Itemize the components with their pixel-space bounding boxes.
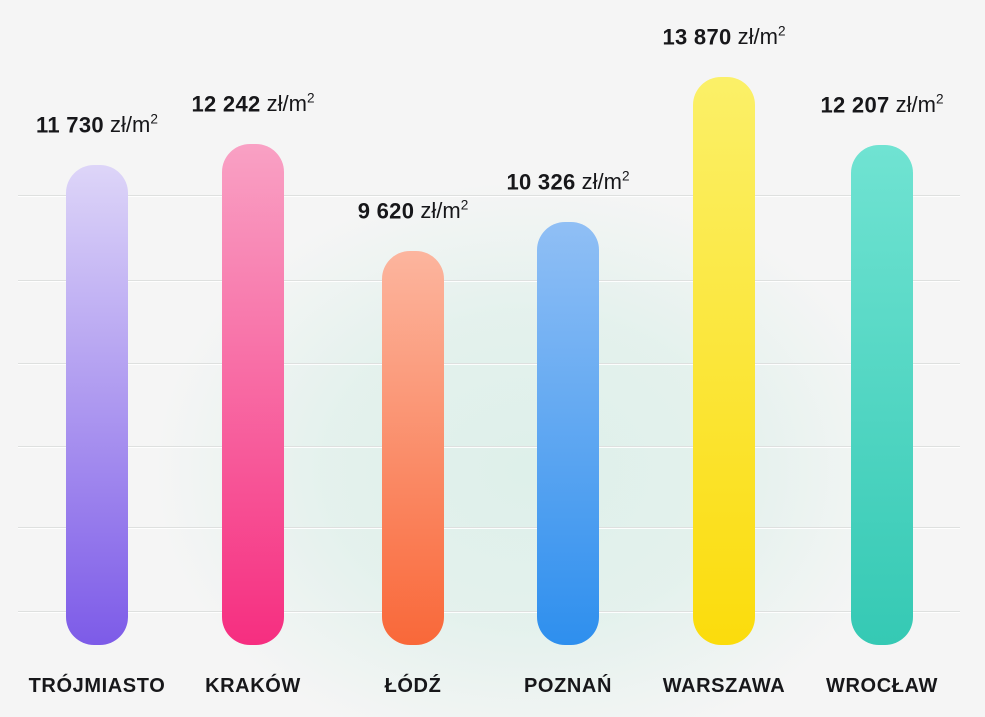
column-wroclaw: 12 207 zł/m2 WROCŁAW xyxy=(802,0,962,717)
value-unit: zł/m2 xyxy=(420,197,469,223)
column-trojmiasto: 11 730 zł/m2 TRÓJMIASTO xyxy=(17,0,177,717)
column-lodz: 9 620 zł/m2 ŁÓDŹ xyxy=(333,0,493,717)
category-label-lodz: ŁÓDŹ xyxy=(384,674,442,697)
column-krakow: 12 242 zł/m2 KRAKÓW xyxy=(173,0,333,717)
value-number: 9 620 xyxy=(357,198,415,223)
bar-warszawa xyxy=(693,77,755,645)
value-label: 11 730 zł/m2 xyxy=(36,107,158,138)
gridline xyxy=(18,611,960,612)
bar-wroclaw xyxy=(851,145,913,645)
value-unit: zł/m2 xyxy=(895,91,944,117)
bar-krakow xyxy=(222,144,284,645)
value-number: 11 730 xyxy=(36,112,104,137)
bar-lodz xyxy=(382,251,444,645)
value-number: 13 870 xyxy=(662,24,732,49)
category-label-poznan: POZNAŃ xyxy=(523,674,613,697)
value-label: 13 870 zł/m2 xyxy=(662,19,785,50)
category-label-trojmiasto: TRÓJMIASTO xyxy=(28,674,166,697)
value-unit: zł/m2 xyxy=(581,168,630,194)
value-label: 12 242 zł/m2 xyxy=(191,86,314,117)
value-label: 9 620 zł/m2 xyxy=(358,193,469,224)
value-label: 12 207 zł/m2 xyxy=(820,87,943,118)
value-label: 10 326 zł/m2 xyxy=(506,164,629,195)
gridline xyxy=(18,446,960,447)
gridline xyxy=(18,195,960,196)
gridline xyxy=(18,363,960,364)
gridline xyxy=(18,527,960,528)
category-label-krakow: KRAKÓW xyxy=(205,674,301,697)
category-label-warszawa: WARSZAWA xyxy=(662,674,786,697)
column-warszawa: 13 870 zł/m2 WARSZAWA xyxy=(644,0,804,717)
value-number: 10 326 xyxy=(506,169,576,194)
value-unit: zł/m2 xyxy=(266,90,315,116)
value-number: 12 242 xyxy=(191,91,261,116)
bar-trojmiasto xyxy=(66,165,128,645)
category-label-wroclaw: WROCŁAW xyxy=(826,674,938,697)
value-number: 12 207 xyxy=(820,92,890,117)
value-unit: zł/m2 xyxy=(737,23,786,49)
column-poznan: 10 326 zł/m2 POZNAŃ xyxy=(488,0,648,717)
gridline xyxy=(18,280,960,281)
value-unit: zł/m2 xyxy=(110,111,158,137)
bar-poznan xyxy=(537,222,599,645)
